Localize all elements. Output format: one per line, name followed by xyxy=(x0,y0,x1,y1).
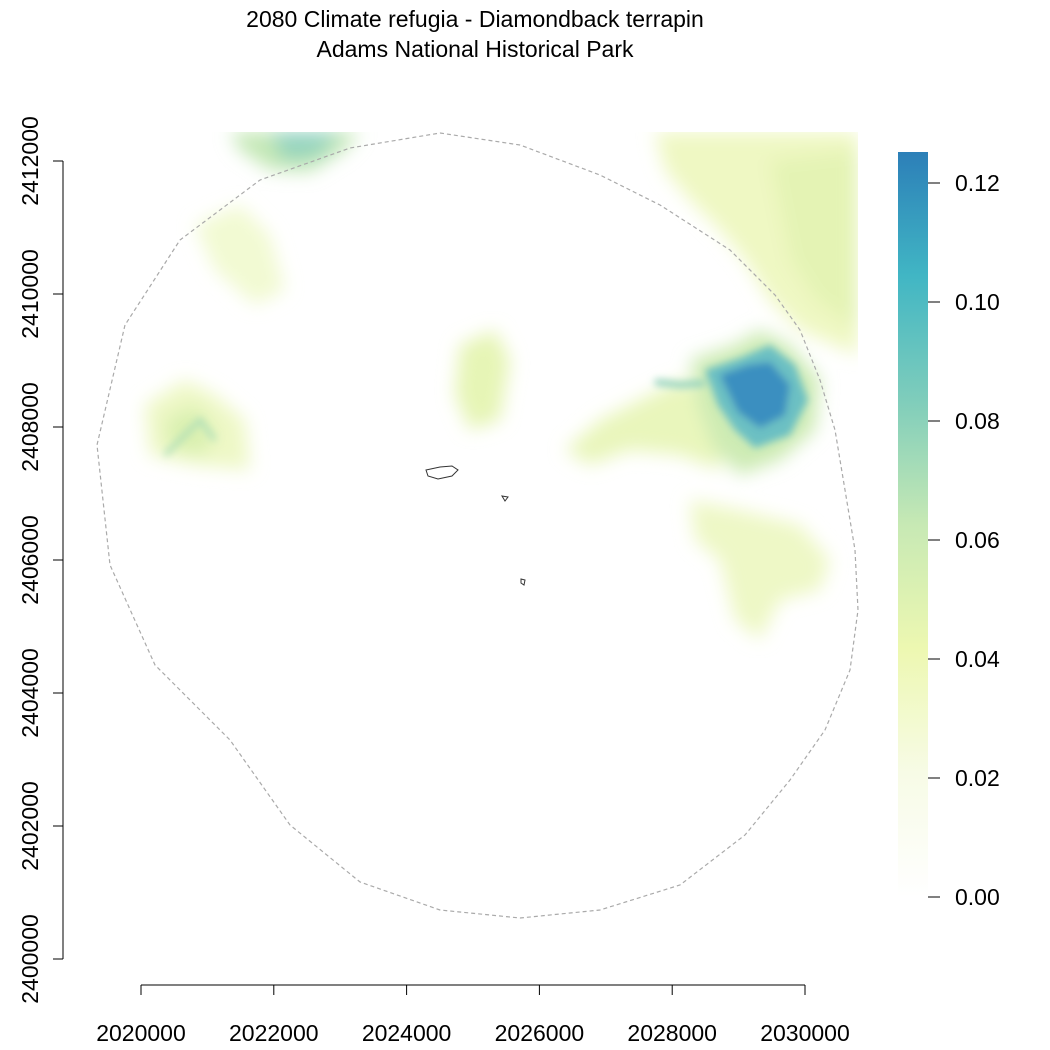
raster-stream-west xyxy=(163,416,217,457)
legend-ticks: 0.00 0.02 0.04 0.06 0.08 0.10 0.12 xyxy=(928,170,1000,910)
legend-tick-label: 0.06 xyxy=(955,527,1000,553)
raster-zone-northwest xyxy=(195,205,285,305)
refugia-raster xyxy=(145,132,858,640)
raster-stream-east xyxy=(654,379,706,389)
legend-tick-label: 0.02 xyxy=(955,765,1000,791)
x-tick-label: 2024000 xyxy=(362,1020,452,1046)
legend-tick-label: 0.10 xyxy=(955,289,1000,315)
raster-hotspot-core xyxy=(720,362,790,428)
chart-title-line-2: Adams National Historical Park xyxy=(316,36,634,62)
legend-tick-label: 0.00 xyxy=(955,884,1000,910)
x-tick-label: 2022000 xyxy=(229,1020,319,1046)
legend-tick-label: 0.08 xyxy=(955,408,1000,434)
legend-color-bar xyxy=(898,152,928,897)
y-axis: 2400000 2402000 2404000 2406000 2408000 24100… xyxy=(17,116,64,1004)
raster-zone-center xyxy=(455,330,510,430)
legend-tick-label: 0.04 xyxy=(955,646,1000,672)
chart-title-line-1: 2080 Climate refugia - Diamondback terra… xyxy=(246,6,704,32)
x-axis: 2020000 2022000 2024000 2026000 2028000 20300… xyxy=(96,984,850,1046)
park-unit-outline-3 xyxy=(520,578,526,586)
buffer-boundary xyxy=(96,132,859,919)
y-tick-label: 2400000 xyxy=(17,914,43,1004)
park-unit-outline-1 xyxy=(425,465,459,480)
y-tick-label: 2404000 xyxy=(17,648,43,738)
y-tick-label: 2406000 xyxy=(17,515,43,605)
x-tick-label: 2020000 xyxy=(96,1020,186,1046)
legend-tick-label: 0.12 xyxy=(955,170,1000,196)
x-tick-label: 2026000 xyxy=(495,1020,585,1046)
raster-zone-southeast xyxy=(690,500,830,640)
color-legend: 0.00 0.02 0.04 0.06 0.08 0.10 0.12 xyxy=(898,152,1000,910)
park-unit-outline-2 xyxy=(501,495,509,502)
x-tick-label: 2028000 xyxy=(627,1020,717,1046)
y-tick-label: 2408000 xyxy=(17,382,43,472)
raster-zone-north-core xyxy=(270,132,340,160)
x-tick-label: 2030000 xyxy=(760,1020,850,1046)
y-tick-label: 2402000 xyxy=(17,781,43,871)
raster-zone-northeast-core xyxy=(770,150,858,330)
y-tick-label: 2410000 xyxy=(17,249,43,339)
y-tick-label: 2412000 xyxy=(17,116,43,206)
raster-zone-east-channel xyxy=(565,380,720,470)
